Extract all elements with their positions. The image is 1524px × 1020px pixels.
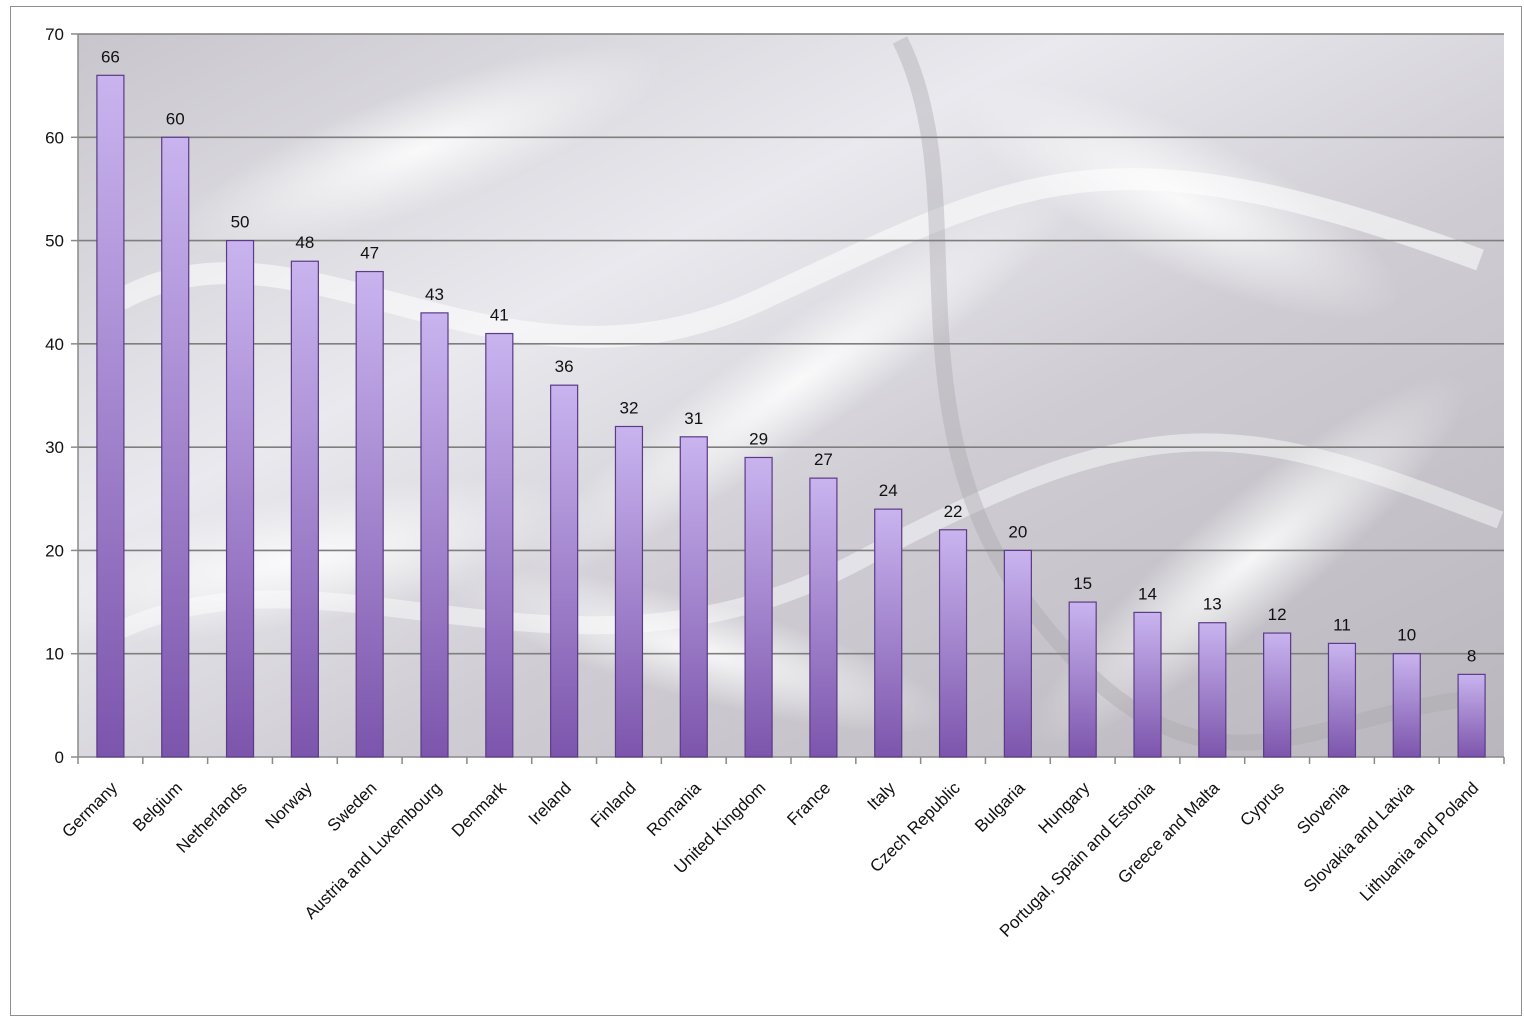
data-label: 20	[1008, 522, 1027, 541]
category-label: Sweden	[324, 778, 381, 835]
bar	[614, 425, 644, 758]
bars	[96, 74, 1486, 758]
data-label: 47	[360, 244, 379, 263]
bar	[809, 477, 838, 758]
data-label: 13	[1203, 595, 1222, 614]
bar	[485, 332, 514, 758]
data-label: 66	[101, 47, 120, 66]
data-label: 60	[166, 109, 185, 128]
data-label: 48	[295, 233, 314, 252]
bar	[355, 270, 384, 758]
category-label: Italy	[864, 778, 900, 814]
category-label: Bulgaria	[971, 778, 1029, 836]
bar	[225, 239, 255, 758]
category-label: Austria and Luxembourg	[301, 778, 445, 922]
y-tick-label: 50	[45, 232, 64, 251]
y-tick-label: 30	[45, 438, 64, 457]
bar	[1327, 642, 1357, 758]
category-label: Belgium	[129, 778, 186, 835]
category-label: Norway	[262, 778, 317, 833]
category-label: Slovakia and Latvia	[1300, 778, 1418, 896]
category-label: Romania	[643, 778, 705, 840]
y-axis: 0 10 20 30 40 50 60 70	[45, 25, 79, 767]
category-label: Cyprus	[1236, 778, 1288, 830]
bar	[1263, 632, 1292, 758]
bar	[1457, 673, 1486, 758]
bar	[1392, 653, 1421, 758]
category-label: Finland	[587, 778, 640, 831]
category-label: France	[783, 778, 834, 829]
y-tick-label: 40	[45, 335, 64, 354]
category-label: Hungary	[1035, 778, 1094, 837]
data-label: 27	[814, 450, 833, 469]
data-label: 31	[684, 409, 703, 428]
bar	[1068, 601, 1097, 758]
bar	[290, 260, 319, 758]
category-label: Lithuania and Poland	[1356, 778, 1482, 904]
x-axis	[77, 756, 1505, 764]
data-label: 8	[1467, 646, 1476, 665]
bar	[161, 136, 190, 758]
data-label: 50	[231, 213, 250, 232]
bar	[96, 74, 125, 758]
category-label: Denmark	[448, 778, 511, 841]
data-label: 11	[1333, 615, 1351, 634]
bar	[1133, 611, 1162, 758]
data-label: 24	[879, 481, 898, 500]
category-label: Ireland	[525, 778, 575, 828]
bar	[420, 312, 449, 758]
bar	[874, 508, 903, 758]
bar	[679, 436, 708, 758]
y-tick-label: 10	[45, 645, 64, 664]
data-label: 32	[619, 398, 638, 417]
bar	[744, 456, 773, 758]
y-tick-label: 60	[45, 128, 64, 147]
data-label: 29	[749, 429, 768, 448]
bar	[1003, 549, 1032, 758]
data-label: 43	[425, 285, 444, 304]
data-label: 15	[1073, 574, 1092, 593]
data-labels: 66 60 50 48 47 43 41 36 32 31 29 27 24 22 20 15 14 13 12 11…	[101, 47, 1476, 665]
category-label: Slovenia	[1293, 778, 1353, 838]
y-tick-label: 20	[45, 541, 64, 560]
data-label: 22	[944, 502, 963, 521]
data-label: 36	[555, 357, 574, 376]
data-label: 10	[1397, 626, 1416, 645]
data-label: 12	[1268, 605, 1287, 624]
bar	[550, 384, 579, 758]
category-label: Germany	[58, 778, 121, 841]
data-label: 41	[490, 306, 509, 325]
y-tick-label: 70	[45, 25, 64, 44]
y-tick-label: 0	[55, 748, 64, 767]
data-label: 14	[1138, 584, 1157, 603]
bar	[938, 529, 968, 758]
bar	[1198, 622, 1227, 758]
